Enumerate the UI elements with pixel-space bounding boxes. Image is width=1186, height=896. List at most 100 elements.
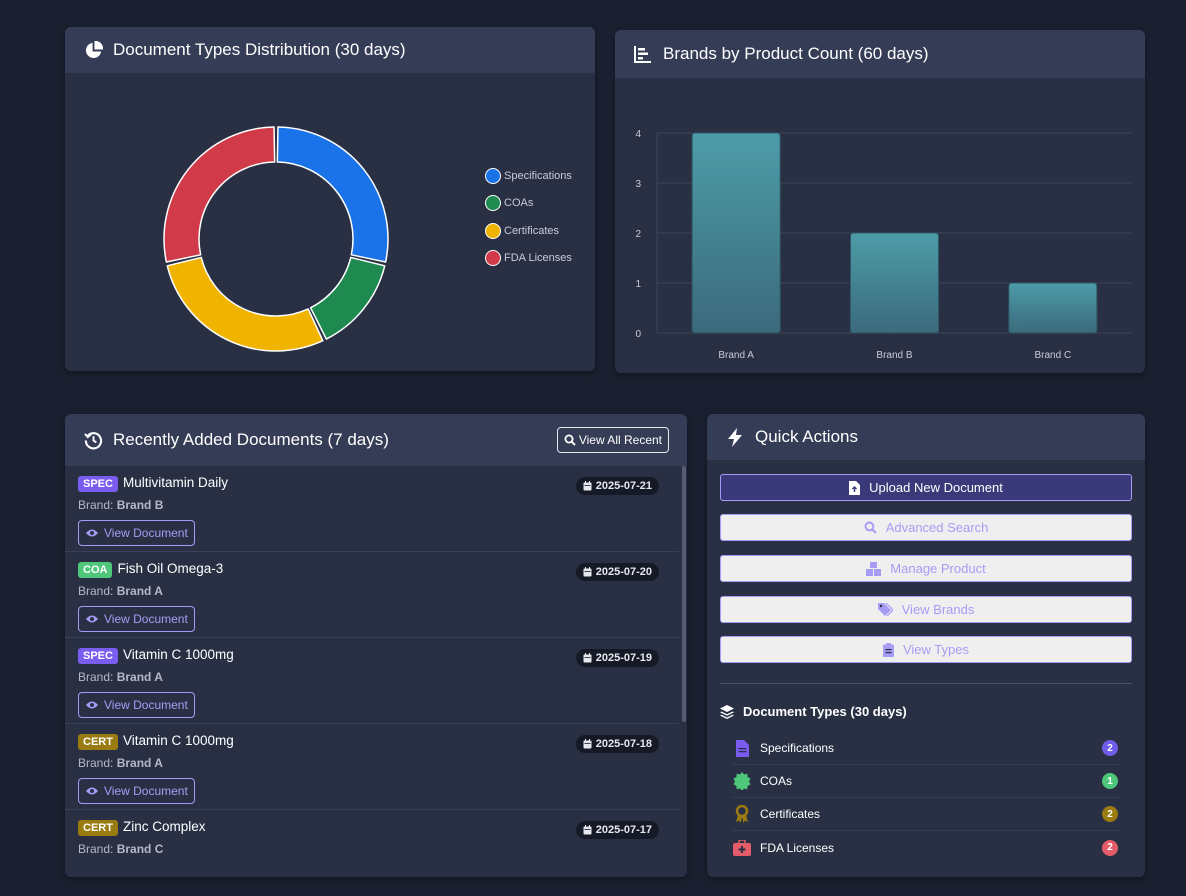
doc-brand: Brand: Brand B bbox=[78, 498, 666, 512]
card-header: Document Types Distribution (30 days) bbox=[65, 27, 595, 73]
donut-slice-specifications[interactable] bbox=[276, 126, 389, 263]
calendar-icon bbox=[583, 739, 592, 749]
count-badge: 2 bbox=[1102, 740, 1118, 756]
legend-label: Specifications bbox=[504, 169, 572, 182]
eye-icon bbox=[85, 786, 99, 796]
brands-by-product-count-card: Brands by Product Count (60 days) 0 1 2 3 4 B… bbox=[615, 30, 1145, 373]
legend-item-coas[interactable]: COAs bbox=[485, 190, 572, 218]
brand-prefix: Brand: bbox=[78, 756, 114, 770]
y-tick-label: 1 bbox=[635, 279, 641, 290]
legend-swatch bbox=[485, 250, 501, 267]
doc-type-row-fda-licenses[interactable]: FDA Licenses 2 bbox=[732, 831, 1120, 864]
y-tick-label: 3 bbox=[635, 179, 641, 190]
brand-prefix: Brand: bbox=[78, 584, 114, 598]
recent-documents-list[interactable]: SPEC Multivitamin Daily Brand: Brand B Vi… bbox=[65, 466, 679, 877]
brand-name: Brand A bbox=[116, 670, 163, 684]
bar-brand-c[interactable] bbox=[1008, 282, 1098, 334]
eye-icon bbox=[85, 528, 99, 538]
doc-title: Vitamin C 1000mg bbox=[122, 647, 234, 662]
list-item: CERT Zinc Complex Brand: Brand C 2025-07-… bbox=[65, 810, 679, 877]
boxes-icon bbox=[866, 561, 882, 576]
button-label: View Brands bbox=[901, 602, 975, 617]
certificate-seal-icon bbox=[732, 772, 752, 790]
view-document-label: View Document bbox=[104, 784, 188, 798]
bar-chart: 0 1 2 3 4 Brand A Brand B Brand C bbox=[635, 129, 1132, 361]
doc-brand: Brand: Brand A bbox=[78, 670, 666, 684]
view-all-label: View All Recent bbox=[578, 433, 662, 447]
donut-slice-certificates[interactable] bbox=[166, 256, 324, 352]
view-all-recent-button[interactable]: View All Recent bbox=[556, 427, 669, 453]
count-badge: 2 bbox=[1102, 806, 1118, 822]
calendar-icon bbox=[583, 567, 592, 577]
doc-brand: Brand: Brand A bbox=[78, 584, 666, 598]
eye-icon bbox=[85, 614, 99, 624]
legend-item-fda-licenses[interactable]: FDA Licenses bbox=[485, 245, 572, 273]
doc-type-row-specifications[interactable]: Specifications 2 bbox=[732, 732, 1120, 765]
y-tick-label: 0 bbox=[635, 329, 641, 340]
list-item: SPEC Multivitamin Daily Brand: Brand B Vi… bbox=[65, 466, 679, 552]
date-text: 2025-07-18 bbox=[595, 738, 652, 750]
pie-chart-icon bbox=[83, 40, 103, 60]
file-upload-icon bbox=[849, 480, 861, 495]
view-types-button[interactable]: View Types bbox=[720, 636, 1132, 663]
doc-type-row-coas[interactable]: COAs 1 bbox=[732, 765, 1120, 798]
recently-added-documents-card: Recently Added Documents (7 days) View A… bbox=[65, 414, 687, 877]
doc-type-row-certificates[interactable]: Certificates 2 bbox=[732, 798, 1120, 831]
legend-swatch bbox=[485, 167, 501, 184]
document-types-heading: Document Types (30 days) bbox=[720, 704, 907, 719]
list-scrollbar[interactable] bbox=[682, 466, 686, 722]
view-document-button[interactable]: View Document bbox=[78, 778, 195, 804]
legend-swatch bbox=[485, 195, 501, 212]
view-document-button[interactable]: View Document bbox=[78, 606, 195, 632]
doc-type-label: COAs bbox=[760, 774, 793, 788]
view-document-label: View Document bbox=[104, 612, 188, 626]
doc-type-badge: CERT bbox=[78, 820, 118, 836]
donut-slice-fda-licenses[interactable] bbox=[163, 126, 276, 263]
card-header: Recently Added Documents (7 days) View A… bbox=[65, 414, 687, 466]
manage-product-button[interactable]: Manage Product bbox=[720, 555, 1132, 582]
calendar-icon bbox=[583, 825, 592, 835]
bar-brand-a[interactable] bbox=[691, 132, 781, 334]
history-icon bbox=[83, 430, 103, 450]
doc-brand: Brand: Brand C bbox=[78, 842, 666, 856]
count-badge: 1 bbox=[1102, 773, 1118, 789]
donut-slice-coas[interactable] bbox=[309, 256, 386, 340]
list-item: COA Fish Oil Omega-3 Brand: Brand A View … bbox=[65, 552, 679, 638]
x-tick-label: Brand A bbox=[718, 350, 754, 361]
button-label: Manage Product bbox=[890, 561, 986, 576]
card-title: Brands by Product Count (60 days) bbox=[663, 44, 929, 63]
date-text: 2025-07-17 bbox=[595, 824, 652, 836]
list-item: CERT Vitamin C 1000mg Brand: Brand A View… bbox=[65, 724, 679, 810]
view-document-button[interactable]: View Document bbox=[78, 520, 195, 546]
advanced-search-button[interactable]: Advanced Search bbox=[720, 514, 1132, 541]
chart-legend: Specifications COAs Certificates FDA Lic… bbox=[485, 162, 572, 272]
view-document-button[interactable]: View Document bbox=[78, 692, 195, 718]
doc-type-label: FDA Licenses bbox=[760, 840, 835, 855]
brand-prefix: Brand: bbox=[78, 842, 114, 856]
lightning-bolt-icon bbox=[725, 427, 745, 447]
date-badge: 2025-07-17 bbox=[575, 821, 659, 839]
legend-item-specifications[interactable]: Specifications bbox=[485, 162, 572, 190]
date-text: 2025-07-20 bbox=[595, 566, 652, 578]
doc-type-label: Specifications bbox=[760, 741, 835, 755]
upload-new-document-button[interactable]: Upload New Document bbox=[720, 474, 1132, 501]
date-text: 2025-07-21 bbox=[595, 480, 652, 492]
date-badge: 2025-07-21 bbox=[575, 477, 659, 495]
card-header: Brands by Product Count (60 days) bbox=[615, 30, 1145, 78]
doc-title: Vitamin C 1000mg bbox=[122, 733, 234, 748]
calendar-icon bbox=[583, 481, 592, 491]
donut-chart bbox=[163, 126, 389, 352]
count-badge: 2 bbox=[1102, 839, 1118, 856]
legend-item-certificates[interactable]: Certificates bbox=[485, 217, 572, 245]
search-icon bbox=[564, 434, 576, 446]
brand-prefix: Brand: bbox=[78, 670, 114, 684]
award-icon bbox=[732, 805, 752, 823]
bar-brand-b[interactable] bbox=[850, 232, 939, 334]
eye-icon bbox=[85, 700, 99, 710]
doc-brand: Brand: Brand A bbox=[78, 756, 666, 770]
brand-name: Brand C bbox=[116, 842, 164, 856]
view-brands-button[interactable]: View Brands bbox=[720, 596, 1132, 623]
brand-name: Brand B bbox=[116, 498, 164, 512]
x-tick-label: Brand C bbox=[1034, 350, 1071, 361]
tags-icon bbox=[877, 603, 893, 616]
